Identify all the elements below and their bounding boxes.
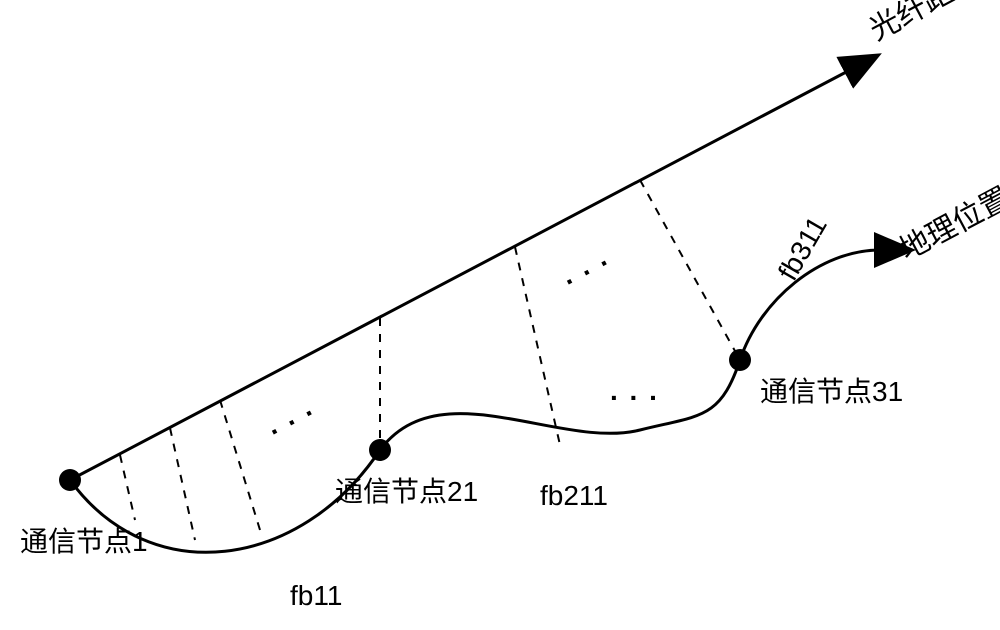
segment-label-fb211: fb211 xyxy=(540,480,608,512)
node-21-label: 通信节点21 xyxy=(335,470,478,510)
diagram-svg xyxy=(0,0,1000,630)
node-31-label: 通信节点31 xyxy=(760,370,903,410)
diagram-root: 光纤距离 地理位置 通信节点1 通信节点21 通信节点31 fb11 fb211… xyxy=(0,0,1000,630)
ellipsis-3: . . . xyxy=(610,375,659,407)
node-1-dot xyxy=(59,469,81,491)
node-31-dot xyxy=(729,349,751,371)
node-21-dot xyxy=(369,439,391,461)
axis-fiber-distance xyxy=(70,70,850,480)
segment-label-fb11: fb11 xyxy=(290,580,342,612)
node-1-label: 通信节点1 xyxy=(20,520,148,560)
